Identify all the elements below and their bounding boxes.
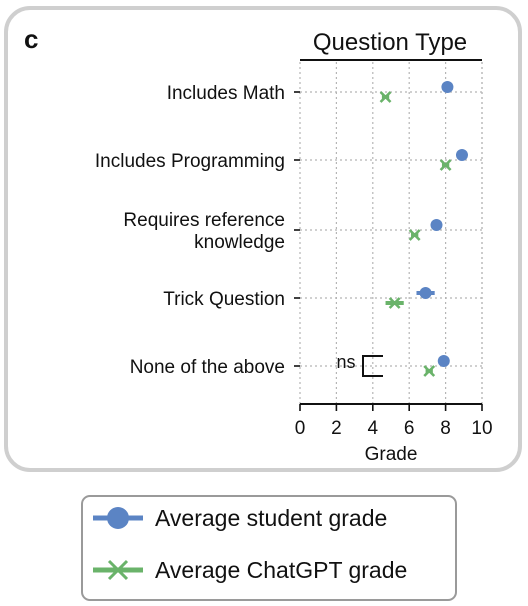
significance-bracket <box>362 355 383 377</box>
chatgpt-grade-point <box>423 365 436 377</box>
chatgpt-grade-point <box>408 229 421 241</box>
student-grade-point <box>419 287 432 299</box>
legend-box <box>81 495 457 601</box>
chatgpt-grade-point <box>388 297 401 309</box>
x-axis: 0 2 4 6 8 10 <box>295 403 493 439</box>
student-grade-point <box>455 149 468 161</box>
category-label: None of the above <box>130 357 285 378</box>
category-label: Trick Question <box>163 289 285 310</box>
chatgpt-grade-point <box>379 91 392 103</box>
category-label: knowledge <box>194 232 285 253</box>
ns-label: ns <box>336 352 355 372</box>
legend: Average student grade Average ChatGPT gra… <box>93 505 407 583</box>
x-axis-label: Grade <box>365 444 418 465</box>
student-grade-point <box>441 81 454 93</box>
category-label: Includes Math <box>167 83 285 104</box>
chart-title: Question Type <box>313 29 467 56</box>
panel-frame <box>4 6 522 472</box>
chatgpt-grade-point <box>439 159 452 171</box>
legend-x-marker <box>107 559 129 581</box>
legend-circle-marker <box>107 507 129 529</box>
student-grade-point <box>437 355 450 367</box>
legend-label: Average student grade <box>155 505 387 531</box>
x-tick-label: 0 <box>295 418 306 439</box>
legend-label: Average ChatGPT grade <box>155 557 407 583</box>
x-tick-label: 8 <box>440 418 451 439</box>
x-tick-label: 6 <box>404 418 415 439</box>
chart-marks <box>379 81 468 377</box>
y-axis-category-labels: Includes Math Includes Programming Require… <box>95 83 300 378</box>
category-label: Includes Programming <box>95 151 285 172</box>
category-label: Requires reference <box>123 210 285 231</box>
student-grade-point <box>430 219 443 231</box>
panel-letter: c <box>24 24 38 54</box>
x-tick-label: 10 <box>471 418 492 439</box>
x-tick-label: 4 <box>368 418 379 439</box>
annotations: ns <box>336 352 383 377</box>
x-tick-label: 2 <box>331 418 342 439</box>
